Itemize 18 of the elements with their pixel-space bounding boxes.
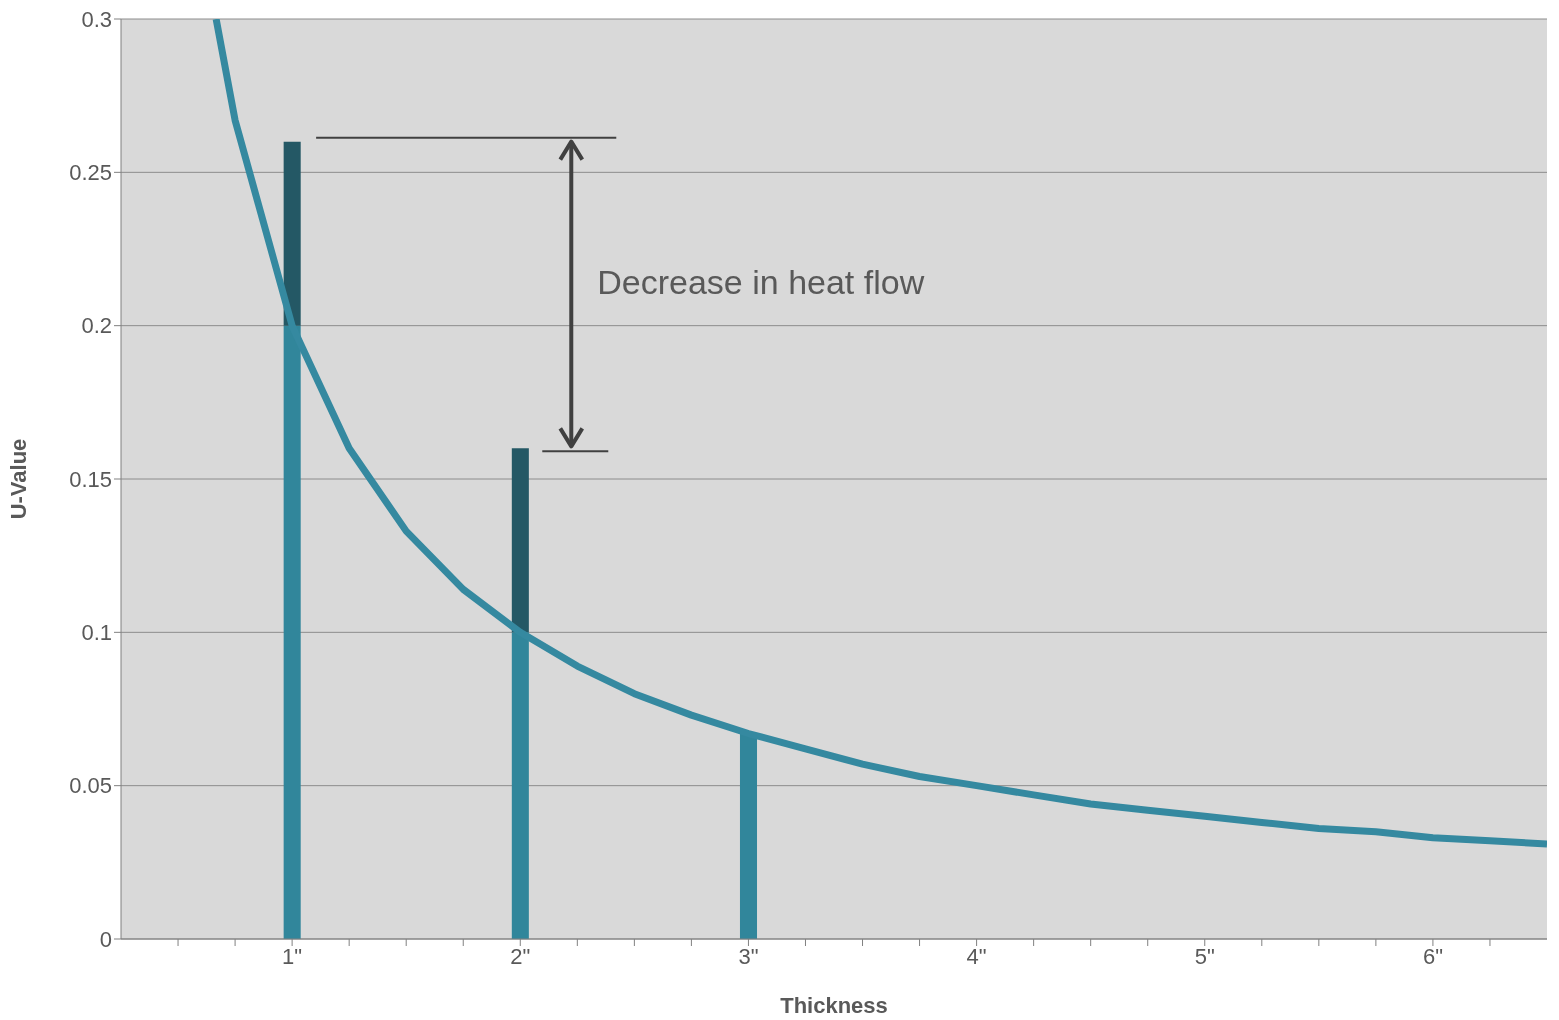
x-tick-label: 1" (282, 943, 303, 969)
x-tick-label: 4" (966, 943, 987, 969)
bar (511, 448, 529, 633)
y-tick-label: 0.3 (81, 6, 112, 32)
x-tick-label: 6" (1422, 943, 1443, 969)
bar (283, 141, 301, 326)
x-tick-label: 3" (738, 943, 759, 969)
annotation: Decrease in heat flow (597, 262, 925, 301)
x-tick-label: 5" (1194, 943, 1215, 969)
y-tick-label: 0.2 (81, 313, 112, 339)
y-tick-label: 0.25 (69, 160, 112, 186)
x-axis-title: Thickness (780, 993, 888, 1018)
y-axis-title: U-Value (5, 438, 31, 520)
y-tick-label: 0 (99, 926, 112, 952)
y-tick-label: 0.05 (69, 773, 112, 799)
x-tick-label: 2" (510, 943, 531, 969)
y-tick-label: 0.15 (69, 466, 112, 492)
y-tick-label: 0.1 (81, 620, 112, 646)
